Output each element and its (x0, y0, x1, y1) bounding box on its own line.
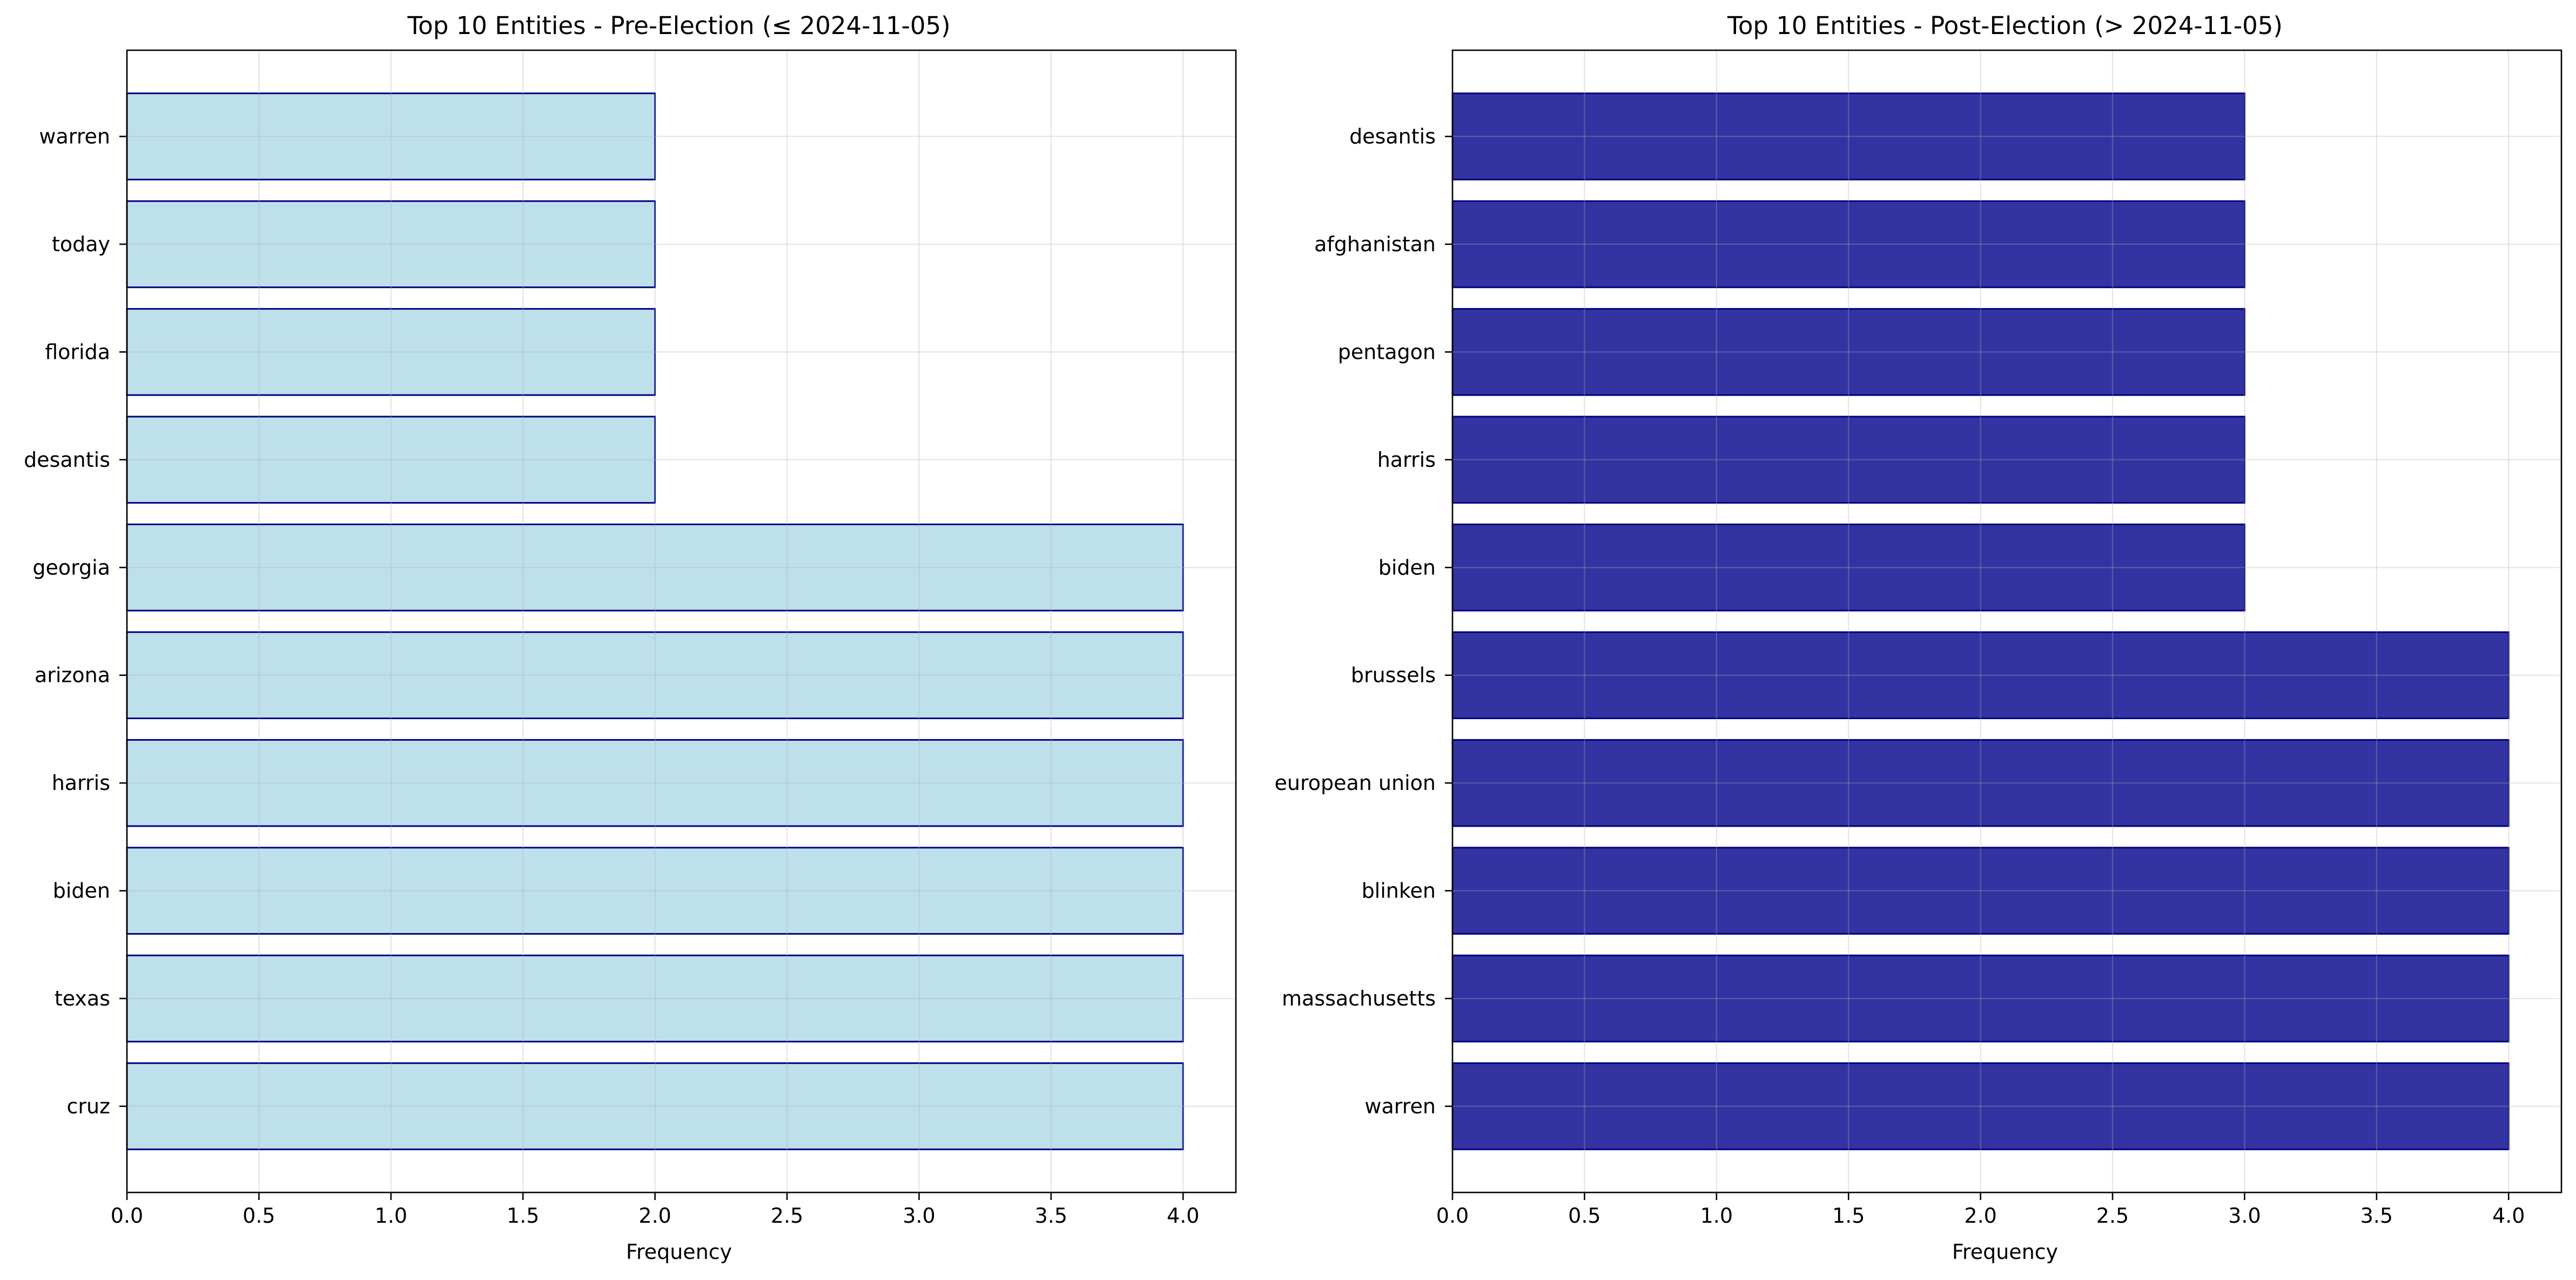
y-tick-label: biden (53, 879, 110, 903)
y-tick-label: harris (1377, 448, 1436, 472)
bar-biden (126, 847, 1184, 935)
x-tick-label: 1.0 (375, 1204, 407, 1228)
bar-desantis (126, 416, 656, 504)
bar-cruz (126, 1062, 1184, 1150)
chart-panel-pre-election: Top 10 Entities - Pre-Election (≤ 2024-1… (24, 11, 1237, 1264)
x-tick-label: 4.0 (2492, 1204, 2525, 1228)
x-tick-label: 1.5 (507, 1204, 539, 1228)
x-ticks: 0.0 0.5 1.0 1.5 2.0 2.5 3.0 3.5 4.0 (111, 1192, 1199, 1228)
x-tick-label: 0.0 (1436, 1204, 1469, 1228)
x-tick-label: 1.5 (1832, 1204, 1865, 1228)
y-tick-label: warren (39, 125, 110, 149)
bar-afghanistan (1451, 200, 2245, 289)
x-axis-label: Frequency (1952, 1240, 2058, 1264)
y-tick-label: georgia (32, 555, 110, 579)
x-tick-label: 2.0 (1964, 1204, 1996, 1228)
bar-warren (126, 92, 656, 180)
x-tick-label: 2.5 (771, 1204, 803, 1228)
bar-texas (126, 954, 1184, 1043)
y-ticks: warren massachusetts blinken european union… (1274, 125, 1452, 1118)
x-tick-label: 2.5 (2096, 1204, 2129, 1228)
x-tick-label: 0.5 (243, 1204, 275, 1228)
x-axis-label: Frequency (626, 1240, 732, 1264)
bar-desantis (1451, 92, 2245, 180)
bar-european-union (1451, 739, 2510, 827)
bars (126, 92, 1184, 1150)
y-tick-label: texas (55, 987, 110, 1010)
gridlines (126, 50, 1236, 1192)
y-ticks: cruz texas biden harris arizona georgia desant… (24, 125, 127, 1118)
gridlines (1451, 50, 2561, 1192)
y-tick-label: warren (1364, 1094, 1436, 1118)
plot-frame (1451, 49, 2562, 1194)
bar-georgia (126, 524, 1184, 612)
chart-panel-post-election: Top 10 Entities - Post-Election (> 2024-… (1274, 11, 2562, 1264)
x-tick-label: 1.0 (1700, 1204, 1733, 1228)
y-tick-label: desantis (24, 448, 110, 472)
x-tick-label: 0.0 (111, 1204, 143, 1228)
y-tick-label: pentagon (1338, 340, 1436, 364)
chart-title: Top 10 Entities - Pre-Election (≤ 2024-1… (407, 11, 950, 40)
y-tick-label: blinken (1362, 879, 1436, 903)
bar-biden (1451, 524, 2245, 612)
y-tick-label: today (52, 232, 110, 256)
x-tick-label: 3.5 (1035, 1204, 1067, 1228)
y-tick-label: massachusetts (1282, 987, 1436, 1010)
y-tick-label: european union (1274, 771, 1436, 795)
chart-title: Top 10 Entities - Post-Election (> 2024-… (1727, 11, 2283, 40)
y-tick-label: harris (52, 771, 110, 795)
bar-arizona (126, 631, 1184, 719)
y-tick-label: cruz (66, 1094, 110, 1118)
x-tick-label: 3.0 (2228, 1204, 2261, 1228)
bar-massachusetts (1451, 954, 2510, 1043)
x-tick-label: 3.0 (903, 1204, 935, 1228)
bars (1451, 92, 2510, 1150)
bar-harris (126, 739, 1184, 827)
bar-pentagon (1451, 308, 2245, 396)
y-tick-label: afghanistan (1314, 232, 1436, 256)
y-tick-label: florida (45, 340, 110, 364)
plot-frame (126, 49, 1237, 1194)
x-tick-label: 0.5 (1568, 1204, 1600, 1228)
bar-blinken (1451, 847, 2510, 935)
y-tick-label: desantis (1349, 125, 1436, 149)
x-tick-label: 4.0 (1167, 1204, 1199, 1228)
x-ticks: 0.0 0.5 1.0 1.5 2.0 2.5 3.0 3.5 4.0 (1436, 1192, 2525, 1228)
bar-warren (1451, 1062, 2510, 1150)
y-tick-label: brussels (1351, 664, 1436, 687)
y-tick-label: arizona (35, 664, 110, 687)
x-tick-label: 3.5 (2360, 1204, 2393, 1228)
y-tick-label: biden (1378, 555, 1436, 579)
x-tick-label: 2.0 (638, 1204, 671, 1228)
